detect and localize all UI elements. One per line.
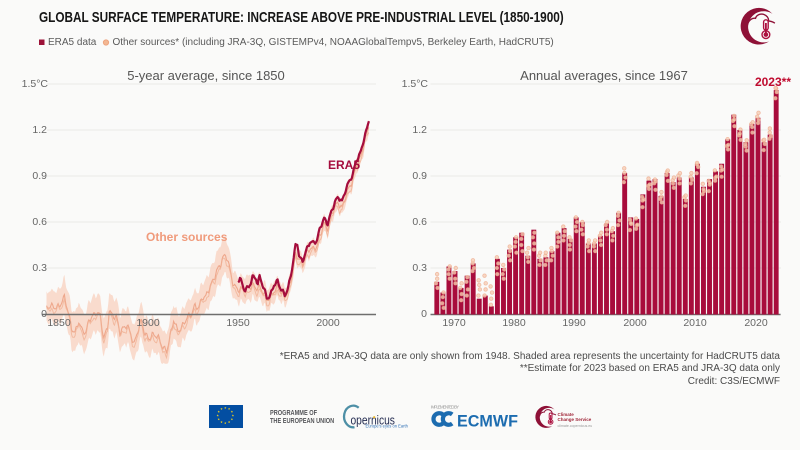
svg-text:opernicus: opernicus bbox=[351, 415, 396, 428]
svg-text:Climate: Climate bbox=[558, 412, 575, 417]
svg-text:ECMWF: ECMWF bbox=[457, 412, 518, 430]
svg-text:Europe's eyes on Earth: Europe's eyes on Earth bbox=[366, 424, 409, 429]
svg-text:climate.copernicus.eu: climate.copernicus.eu bbox=[558, 424, 593, 428]
svg-text:IMPLEMENTED BY: IMPLEMENTED BY bbox=[431, 405, 459, 410]
svg-text:Change Service: Change Service bbox=[558, 417, 592, 422]
